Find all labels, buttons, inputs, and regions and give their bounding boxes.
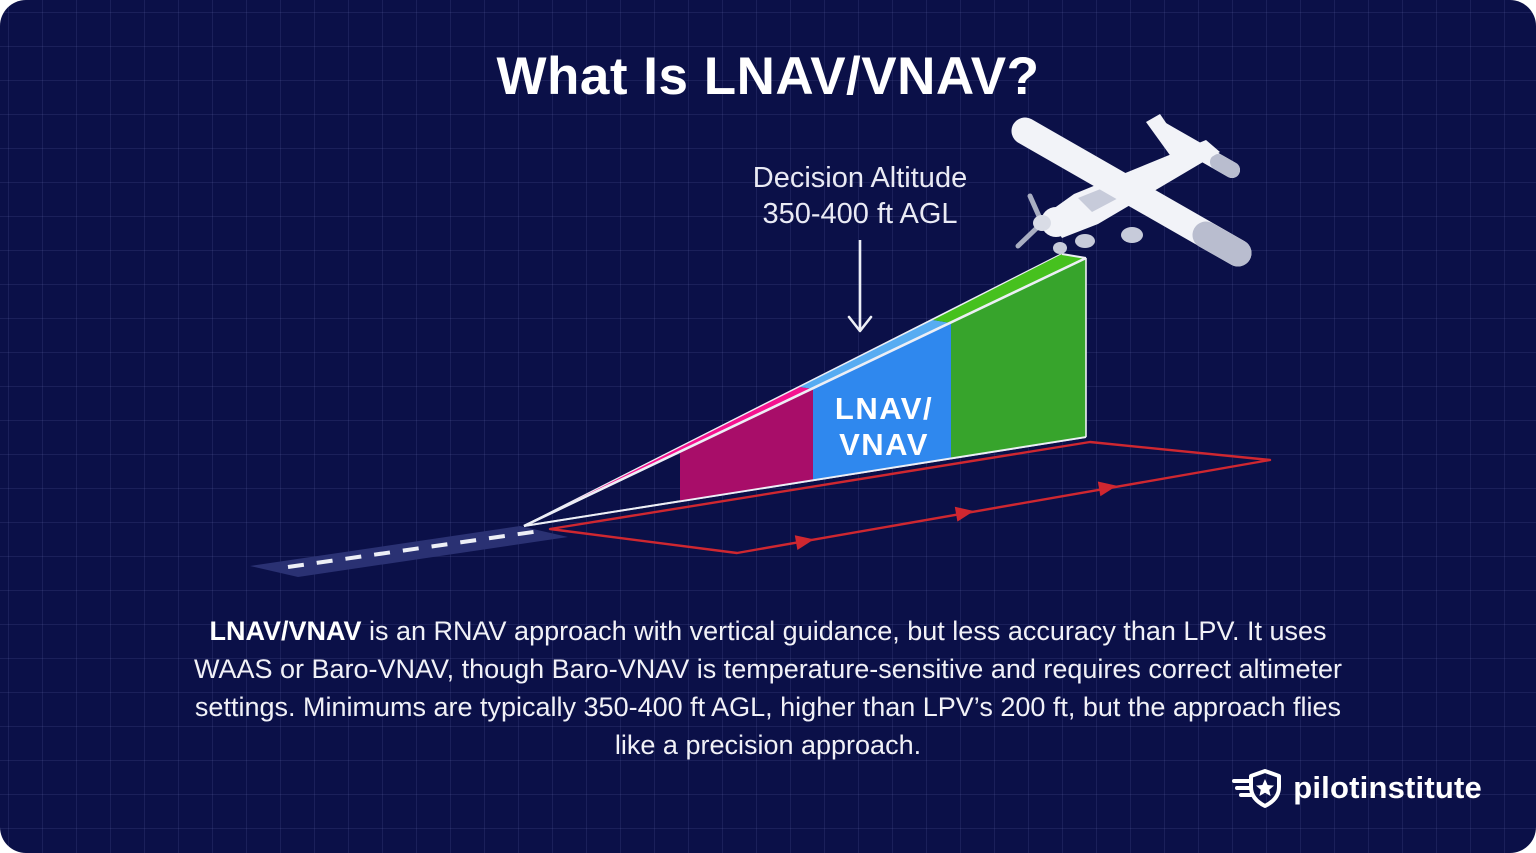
nose-cowling [1041, 207, 1071, 237]
landing-gear-wheel [1053, 242, 1067, 254]
decision-altitude-line1: Decision Altitude [752, 162, 968, 194]
approach-wedge [523, 253, 1087, 528]
lnav-vnav-wedge-label: LNAV/ VNAV [814, 391, 954, 463]
decision-altitude-arrow-icon [847, 240, 873, 333]
ground-track-arrow-icon [794, 535, 814, 550]
wedge-label-line1: LNAV/ [834, 391, 934, 426]
glidepath-back-edge [523, 253, 1063, 527]
description-paragraph: LNAV/VNAV is an RNAV approach with verti… [178, 612, 1358, 764]
wedge-bottom-highlight [523, 436, 1087, 527]
wedge-far-top-edge [1061, 253, 1087, 259]
winged-shield-star-icon [1232, 769, 1282, 808]
wedge-top-green [933, 254, 1086, 323]
ground-track-arrow-icon [1097, 481, 1117, 497]
propeller-spinner [1033, 215, 1051, 231]
ground-track-outline [548, 440, 1272, 555]
description-bold-lead: LNAV/VNAV [209, 616, 362, 646]
decision-altitude-label: Decision Altitude 350-400 ft AGL [700, 160, 1020, 232]
landing-gear-wheel [1121, 227, 1143, 243]
decision-altitude-line2: 350-400 ft AGL [762, 198, 958, 230]
wedge-face-magenta [680, 389, 813, 501]
runway [250, 526, 568, 577]
wedge-top-blue [800, 320, 951, 389]
tailplane-tip [1210, 154, 1240, 178]
wedge-label-line2: VNAV [839, 427, 929, 462]
main-wing-tip [1192, 221, 1252, 267]
logo-text: pilotinstitute [1293, 770, 1482, 805]
pilot-institute-logo: pilotinstitute [1232, 767, 1482, 809]
runway-centerline [287, 529, 541, 569]
page-title: What Is LNAV/VNAV? [496, 47, 1040, 106]
ground-track-path [548, 440, 1272, 555]
landing-gear-wheel [1075, 234, 1095, 248]
ground-track-arrow-icon [954, 506, 974, 522]
wedge-slope-edge [523, 256, 1087, 528]
description-rest: is an RNAV approach with vertical guidan… [194, 616, 1342, 760]
airplane-icon [1011, 114, 1252, 267]
wedge-face-blue [813, 323, 951, 480]
wedge-face-green [951, 258, 1086, 459]
